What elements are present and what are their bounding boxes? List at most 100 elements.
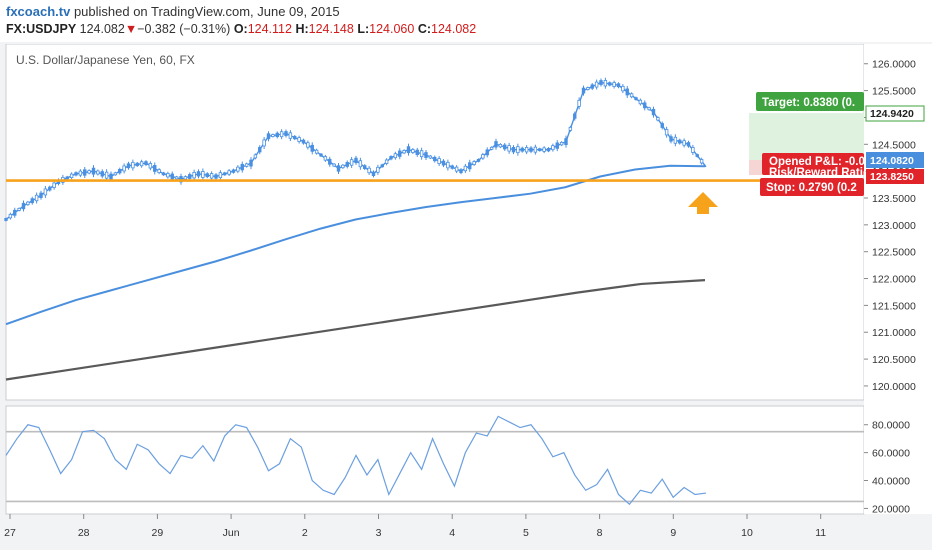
- candle-body: [144, 161, 148, 165]
- candle-body: [389, 156, 393, 160]
- candle-body: [21, 202, 26, 210]
- candle-body: [682, 140, 686, 146]
- candle-body: [8, 213, 13, 219]
- target-label: Target: 0.8380 (0.: [762, 97, 855, 109]
- candle-body: [472, 161, 476, 165]
- candle-body: [586, 87, 590, 90]
- candle-body: [555, 142, 559, 149]
- candle-body: [196, 171, 201, 177]
- candle-body: [306, 142, 310, 148]
- candle-body: [511, 147, 516, 153]
- candle-body: [433, 156, 437, 162]
- candle-body: [454, 166, 459, 172]
- candle-body: [288, 132, 293, 139]
- candle-body: [551, 145, 555, 151]
- candle-body: [279, 131, 284, 138]
- site-link[interactable]: fxcoach.tv: [6, 4, 71, 19]
- candle-body: [398, 150, 402, 157]
- candle-body: [450, 165, 454, 169]
- candle-body: [538, 148, 542, 152]
- candle-body: [126, 163, 131, 169]
- candle-body: [424, 152, 428, 158]
- candle-body: [573, 113, 577, 119]
- candle-body: [489, 146, 494, 150]
- candle-body: [599, 80, 603, 85]
- candle-body: [104, 171, 109, 179]
- candle-body: [384, 159, 389, 164]
- time-axis-label: Jun: [223, 527, 240, 539]
- candle-body: [275, 132, 279, 138]
- chart-area[interactable]: 126.0000125.5000125.0000124.5000124.0000…: [0, 44, 932, 550]
- candle-body: [170, 173, 174, 180]
- candle-body: [529, 147, 533, 152]
- candle-body: [83, 169, 87, 176]
- open-label: O:: [233, 22, 248, 36]
- candle-body: [616, 83, 621, 88]
- candle-body: [345, 162, 349, 167]
- profit-zone[interactable]: [749, 113, 864, 160]
- risk-reward-label: Risk/Reward Ratio: [769, 167, 870, 179]
- candle-body: [271, 134, 275, 137]
- candle-body: [494, 141, 498, 148]
- candle-body: [240, 163, 244, 171]
- oscillator-axis-label: 40.0000: [872, 476, 910, 488]
- candle-body: [612, 82, 616, 87]
- time-axis-label: 5: [523, 527, 529, 539]
- candle-body: [651, 108, 656, 116]
- candle-body: [564, 138, 568, 146]
- low-value: 124.060: [369, 22, 415, 36]
- candle-body: [100, 171, 104, 177]
- price-axis-label: 124.5000: [872, 139, 916, 151]
- price-series-group: [4, 77, 707, 222]
- candle-body: [34, 194, 39, 202]
- candle-body: [214, 174, 218, 179]
- candle-body: [581, 87, 586, 94]
- candle-body: [603, 80, 608, 87]
- oscillator-pane[interactable]: [5, 405, 865, 515]
- time-axis[interactable]: [0, 518, 932, 550]
- candle-body: [39, 192, 43, 198]
- close-value: 124.082: [431, 22, 477, 36]
- candle-body: [363, 165, 367, 170]
- candle-body: [332, 163, 336, 167]
- candle-body: [301, 139, 306, 144]
- candle-body: [376, 166, 380, 173]
- candle-body: [43, 188, 48, 196]
- candle-body: [481, 154, 485, 159]
- down-arrow-icon: ▼: [124, 22, 138, 36]
- candle-body: [577, 99, 581, 107]
- high-label: H:: [295, 22, 309, 36]
- candle-body: [231, 169, 236, 173]
- target-price: 124.9420: [870, 108, 914, 120]
- price-pane[interactable]: [5, 44, 865, 401]
- candle-body: [227, 170, 231, 175]
- candle-body: [52, 182, 56, 188]
- pnl-box[interactable]: [762, 153, 864, 175]
- high-value: 124.148: [308, 22, 354, 36]
- candle-body: [188, 174, 192, 179]
- candle-body: [209, 173, 214, 179]
- candle-body: [139, 161, 144, 167]
- open-value: 124.112: [247, 22, 292, 36]
- candle-body: [608, 82, 612, 86]
- time-axis-label: 28: [78, 527, 90, 539]
- opened-pnl-label: Opened P&L: -0.0: [769, 156, 865, 168]
- oscillator-line: [5, 415, 707, 506]
- stop-box[interactable]: [760, 178, 864, 196]
- candle-body: [17, 208, 21, 211]
- candle-body: [546, 148, 551, 152]
- up-arrow-icon: [688, 192, 718, 214]
- target-box[interactable]: [756, 92, 864, 111]
- candle-body: [428, 155, 433, 159]
- candle-body: [192, 172, 196, 179]
- price-axis[interactable]: [864, 44, 932, 514]
- price-axis-label: 120.5000: [872, 354, 916, 366]
- stop-label: Stop: 0.2790 (0.2: [766, 182, 857, 194]
- slow-ma-group: [5, 279, 706, 381]
- candle-body: [109, 173, 113, 180]
- candle-body: [74, 172, 78, 176]
- candle-body: [371, 171, 376, 176]
- candle-body: [65, 176, 69, 180]
- candle-body: [258, 147, 262, 153]
- candle-body: [113, 172, 118, 176]
